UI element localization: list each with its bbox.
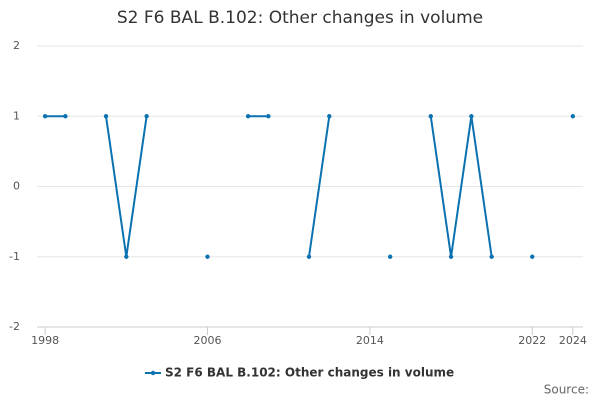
x-tick-label: 1998 <box>31 334 59 347</box>
y-tick-label: 0 <box>13 180 20 193</box>
legend-label: S2 F6 BAL B.102: Other changes in volume <box>165 366 454 380</box>
point <box>103 114 109 119</box>
legend-marker <box>150 370 156 376</box>
point <box>327 114 332 119</box>
point <box>266 114 271 119</box>
point <box>124 254 129 259</box>
x-tick-label: 2006 <box>193 334 221 347</box>
point <box>428 114 433 119</box>
x-tick-label: 2014 <box>356 334 384 347</box>
point <box>63 114 68 119</box>
point <box>570 114 576 119</box>
point <box>306 254 312 259</box>
point <box>144 114 149 119</box>
point <box>448 254 454 259</box>
point <box>205 254 210 259</box>
y-tick-label: -2 <box>9 320 20 333</box>
point <box>469 114 474 119</box>
y-tick-label: 1 <box>13 109 20 122</box>
y-tick-label: -1 <box>9 250 20 263</box>
y-tick-label: 2 <box>13 39 20 52</box>
source: Source: <box>544 383 589 397</box>
x-tick-label: 2022 <box>518 334 546 347</box>
point <box>489 254 494 259</box>
chart-title: S2 F6 BAL B.102: Other changes in volume <box>117 8 483 28</box>
point <box>387 254 393 259</box>
point <box>530 254 535 259</box>
point <box>42 114 48 119</box>
x-tick-label: 2024 <box>559 334 587 347</box>
point <box>245 114 251 119</box>
